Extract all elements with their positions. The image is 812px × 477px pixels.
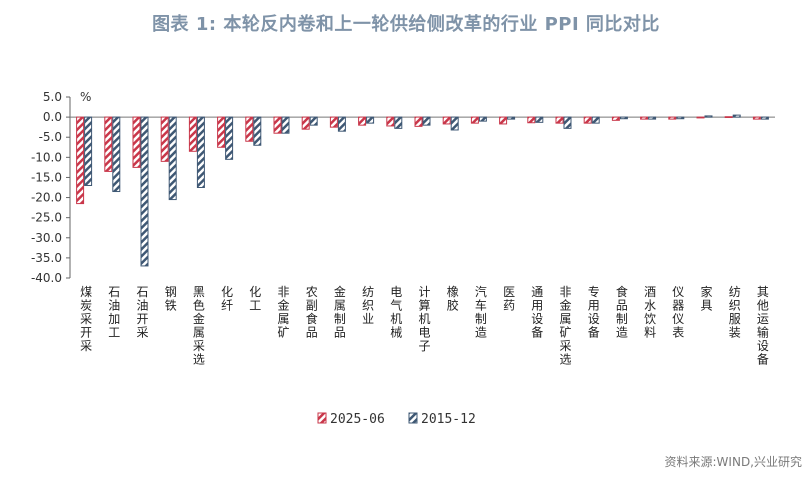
- x-tick-label: 化纤: [221, 285, 233, 313]
- bar-2015-12-23: [732, 114, 741, 118]
- bar-2025-06-22: [696, 116, 705, 119]
- bar-2015-12-12: [422, 116, 431, 126]
- bar-2025-06-11: [386, 116, 395, 127]
- x-tick-label: 医药: [503, 285, 515, 313]
- bar-2015-12-14: [478, 116, 487, 122]
- y-tick-label: -5.0: [39, 130, 62, 144]
- y-tick-label: -15.0: [31, 170, 62, 184]
- bar-2025-06-8: [301, 116, 310, 130]
- bar-2015-12-11: [394, 116, 403, 129]
- y-axis-unit: %: [80, 90, 91, 104]
- bar-2015-12-17: [563, 116, 572, 129]
- y-tick-label: -40.0: [31, 271, 62, 285]
- source-note: 资料来源:WIND,兴业研究: [664, 455, 802, 469]
- bar-2025-06-12: [414, 116, 423, 127]
- bar-2025-06-7: [273, 116, 282, 134]
- bar-2025-06-6: [245, 116, 254, 142]
- x-tick-label: 酒水饮料: [644, 285, 656, 340]
- y-tick-label: 5.0: [43, 90, 62, 104]
- x-tick-label: 家具: [700, 284, 712, 313]
- y-tick-label: -20.0: [31, 191, 62, 205]
- y-tick-label: -35.0: [31, 251, 62, 265]
- x-tick-label: 非金属矿采选: [559, 285, 571, 367]
- x-tick-label: 橡胶: [447, 285, 459, 313]
- x-tick-label: 煤炭采开采: [80, 285, 92, 353]
- x-tick-label: 纺织服装: [729, 285, 741, 340]
- legend-swatch-1: [317, 412, 327, 424]
- bar-2015-12-18: [591, 116, 600, 124]
- x-tick-label: 化工: [249, 285, 261, 313]
- bar-2025-06-5: [217, 116, 226, 148]
- y-tick-label: -30.0: [31, 231, 62, 245]
- x-tick-label: 仪器仪表: [672, 285, 684, 340]
- x-tick-label: 食品制造: [616, 284, 628, 340]
- bar-2025-06-13: [442, 116, 451, 125]
- bar-2015-12-6: [253, 116, 262, 146]
- bar-2015-12-5: [225, 116, 234, 160]
- bars-group: [76, 114, 769, 267]
- x-tick-label: 农副食品: [306, 285, 318, 340]
- x-tick-label: 石油加工: [108, 285, 120, 340]
- bar-2015-12-9: [337, 116, 346, 132]
- bar-2025-06-24: [752, 116, 761, 120]
- legend-swatch-2: [408, 412, 418, 424]
- bar-2025-06-17: [555, 116, 564, 124]
- x-tick-label: 纺织业: [362, 285, 374, 326]
- bar-2025-06-20: [640, 116, 649, 120]
- x-tick-label: 通用设备: [531, 285, 543, 340]
- bar-2015-12-21: [676, 116, 685, 120]
- bar-2025-06-21: [668, 116, 677, 120]
- bar-2015-12-24: [760, 116, 769, 120]
- bar-2025-06-2: [132, 116, 141, 168]
- legend-label-1: 2025-06: [330, 412, 385, 427]
- bar-2015-12-2: [140, 116, 149, 267]
- bar-2025-06-1: [104, 116, 113, 172]
- bar-2015-12-10: [366, 116, 375, 124]
- y-tick-label: -25.0: [31, 211, 62, 225]
- bar-2015-12-8: [309, 116, 318, 126]
- bar-2015-12-4: [196, 116, 205, 188]
- x-tick-label: 钢铁: [165, 285, 177, 313]
- bar-2025-06-16: [527, 116, 536, 124]
- x-tick-label: 黑色金属采选: [193, 285, 205, 367]
- bar-2015-12-15: [507, 116, 516, 120]
- bar-2025-06-4: [188, 116, 197, 152]
- bar-2015-12-0: [84, 116, 93, 186]
- bar-2015-12-19: [619, 116, 628, 120]
- legend: 2025-06 2015-12: [317, 412, 476, 427]
- x-tick-label: 计算机电子: [418, 285, 430, 353]
- x-tick-label: 电气机械: [390, 285, 402, 340]
- bar-2025-06-10: [358, 116, 367, 126]
- bar-2025-06-23: [724, 116, 733, 119]
- bar-2025-06-15: [499, 116, 508, 125]
- bar-2015-12-1: [112, 116, 121, 193]
- bar-2025-06-19: [611, 116, 620, 121]
- x-tick-label: 专用设备: [588, 284, 600, 340]
- bar-2025-06-9: [329, 116, 338, 128]
- y-tick-label: -10.0: [31, 150, 62, 164]
- x-tick-label: 非金属矿: [277, 285, 289, 340]
- bar-2015-12-16: [535, 116, 544, 123]
- bar-2015-12-3: [168, 116, 177, 201]
- bar-2015-12-22: [704, 115, 713, 118]
- legend-label-2: 2015-12: [421, 412, 476, 427]
- chart-title: 图表 1: 本轮反内卷和上一轮供给侧改革的行业 PPI 同比对比: [152, 14, 660, 35]
- bar-2015-12-13: [450, 116, 459, 131]
- x-tick-label: 汽车制造: [475, 284, 487, 340]
- x-tick-label: 其他运输设备: [757, 285, 769, 367]
- x-tick-label: 金属制品: [334, 284, 346, 340]
- bar-2025-06-14: [470, 116, 479, 124]
- bar-2025-06-3: [160, 116, 169, 162]
- bar-2025-06-18: [583, 116, 592, 124]
- y-tick-label: 0.0: [43, 110, 62, 124]
- bar-2025-06-0: [76, 116, 85, 205]
- x-tick-label: 石油开采: [136, 285, 148, 340]
- bar-2015-12-20: [648, 116, 657, 120]
- bar-2015-12-7: [281, 116, 290, 134]
